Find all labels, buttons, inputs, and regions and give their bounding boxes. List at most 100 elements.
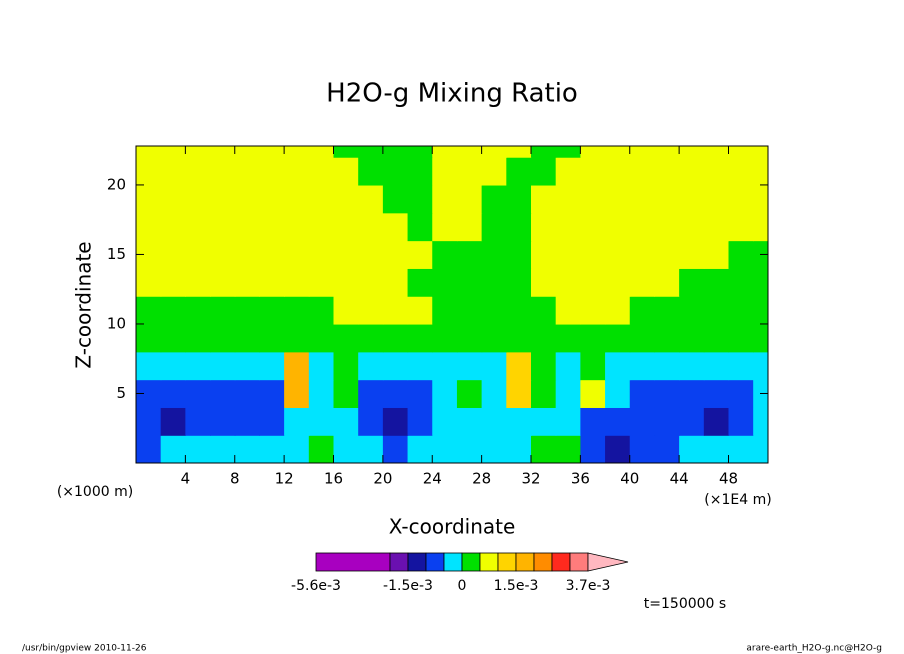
contour-cell	[629, 212, 656, 242]
colorbar-tick-label: 1.5e-3	[494, 578, 539, 594]
contour-cell	[531, 157, 557, 186]
contour-cell	[136, 157, 162, 186]
contour-cell	[629, 157, 656, 186]
contour-cell	[728, 407, 754, 436]
contour-cell	[136, 351, 162, 381]
colorbar-box	[533, 552, 553, 572]
contour-cell	[358, 184, 384, 214]
contour-cell	[136, 435, 162, 463]
contour-cell	[407, 296, 433, 325]
contour-cell	[629, 268, 656, 297]
contour-cell	[753, 407, 768, 436]
colorbar-box	[315, 552, 391, 572]
contour-cell	[333, 296, 359, 325]
contour-cell	[555, 323, 581, 353]
contour-cell	[382, 351, 409, 381]
contour-cell	[506, 435, 532, 463]
contour-cell	[605, 212, 631, 242]
contour-cell	[185, 146, 211, 158]
contour-cell	[605, 240, 631, 269]
contour-cell	[605, 323, 631, 353]
contour-cell	[259, 435, 285, 463]
contour-cell	[382, 268, 409, 297]
contour-cell	[358, 379, 384, 408]
contour-cell	[703, 323, 730, 353]
contour-cell	[580, 296, 606, 325]
x-tick-label: 48	[719, 470, 738, 488]
contour-cell	[136, 146, 162, 158]
colorbar-tick-label: -1.5e-3	[383, 578, 433, 594]
contour-cell	[333, 323, 359, 353]
contour-cell	[358, 351, 384, 381]
x-tick-label: 8	[230, 470, 240, 488]
contour-cell	[358, 407, 384, 436]
contour-cell	[728, 296, 754, 325]
x-tick-label: 28	[472, 470, 491, 488]
contour-cell	[506, 240, 532, 269]
x-unit-left: (×1000 m)	[57, 484, 133, 500]
contour-cell	[210, 212, 236, 242]
contour-cell	[703, 184, 730, 214]
contour-cell	[703, 146, 730, 158]
contour-cell	[506, 146, 532, 158]
contour-cell	[432, 379, 458, 408]
contour-cell	[210, 184, 236, 214]
contour-cell	[432, 184, 458, 214]
contour-cell	[580, 435, 606, 463]
contour-cell	[605, 184, 631, 214]
contour-cell	[160, 157, 186, 186]
contour-cell	[234, 157, 261, 186]
contour-cell	[531, 184, 557, 214]
contour-cell	[432, 407, 458, 436]
contour-cell	[679, 157, 705, 186]
contour-cell	[654, 268, 680, 297]
contour-cell	[308, 351, 335, 381]
contour-cell	[506, 268, 532, 297]
contour-cell	[284, 184, 310, 214]
contour-cell	[160, 407, 186, 436]
contour-cell	[333, 351, 359, 381]
contour-cell	[382, 407, 409, 436]
contour-cell	[456, 379, 483, 408]
contour-cell	[580, 184, 606, 214]
contour-cell	[506, 212, 532, 242]
contour-cell	[284, 296, 310, 325]
colorbar-tick-label: 3.7e-3	[566, 578, 611, 594]
contour-cell	[234, 407, 261, 436]
contour-cell	[703, 379, 730, 408]
contour-cell	[234, 351, 261, 381]
contour-cell	[703, 157, 730, 186]
contour-cell	[629, 240, 656, 269]
contour-cell	[358, 240, 384, 269]
contour-cell	[407, 379, 433, 408]
contour-cell	[358, 296, 384, 325]
contour-cell	[481, 212, 507, 242]
contour-cell	[506, 157, 532, 186]
contour-cell	[481, 407, 507, 436]
contour-cell	[136, 184, 162, 214]
contour-cell	[185, 240, 211, 269]
contour-cell	[506, 379, 532, 408]
contour-cell	[481, 351, 507, 381]
contour-cell	[407, 407, 433, 436]
contour-cell	[753, 351, 768, 381]
contour-cell	[407, 435, 433, 463]
contour-cell	[580, 146, 606, 158]
contour-cell	[185, 407, 211, 436]
contour-cell	[407, 351, 433, 381]
contour-cell	[382, 435, 409, 463]
contour-cell	[605, 296, 631, 325]
contour-cell	[654, 146, 680, 158]
contour-cell	[284, 379, 310, 408]
x-tick-label: 36	[571, 470, 590, 488]
contour-cell	[456, 184, 483, 214]
contour-cell	[308, 184, 335, 214]
contour-cell	[580, 240, 606, 269]
contour-cell	[382, 323, 409, 353]
contour-cell	[654, 435, 680, 463]
contour-cell	[284, 407, 310, 436]
contour-cell	[136, 268, 162, 297]
contour-cell	[284, 323, 310, 353]
contour-cell	[432, 157, 458, 186]
contour-cell	[284, 212, 310, 242]
